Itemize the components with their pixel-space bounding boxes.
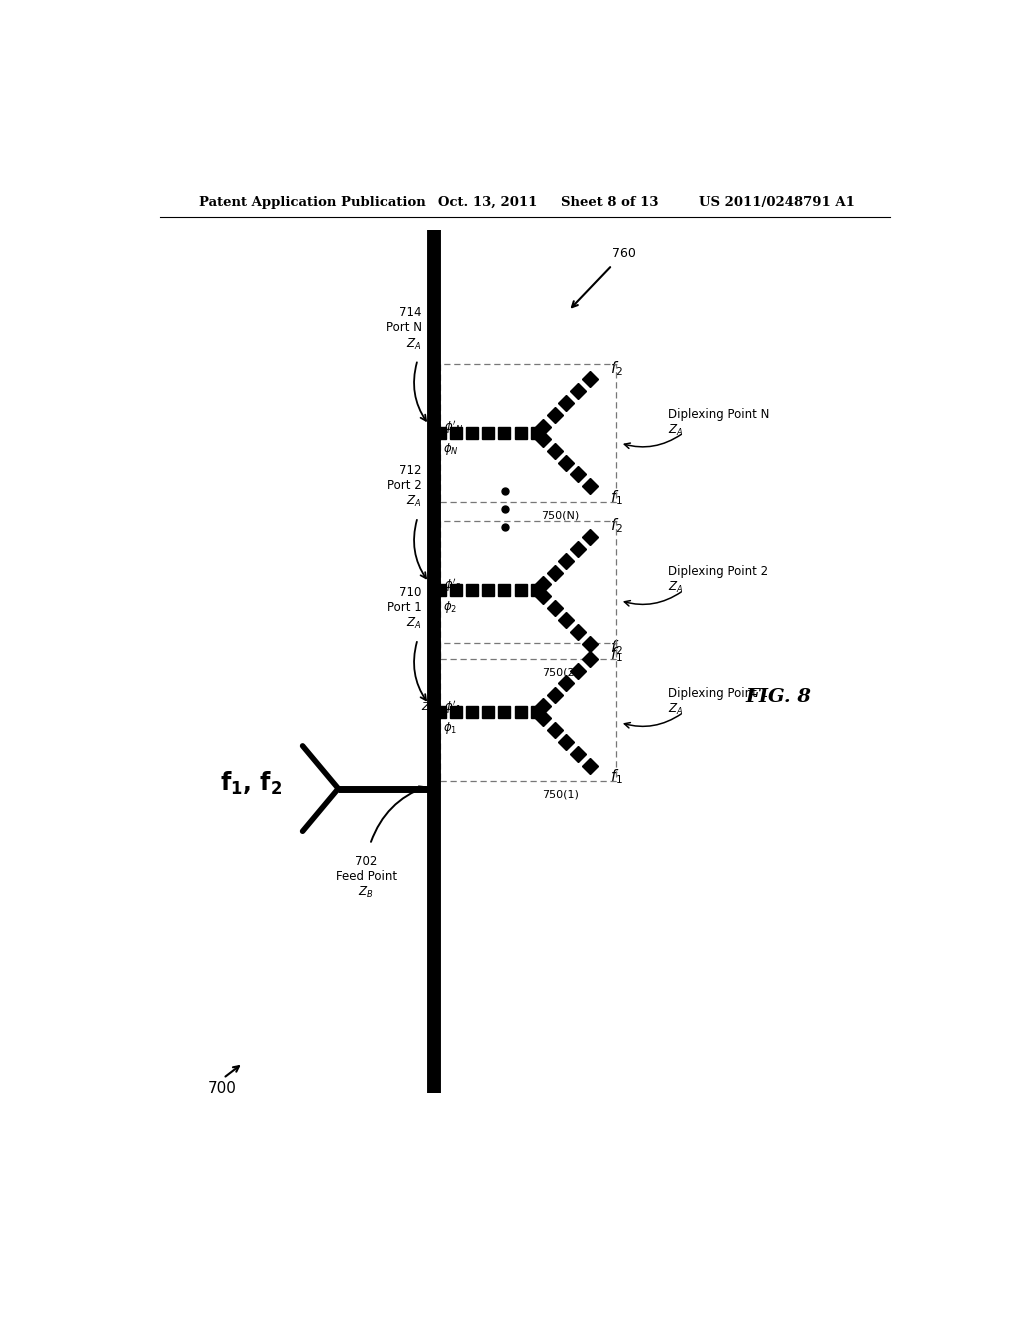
Text: $Z_C$: $Z_C$	[421, 701, 436, 714]
Text: 750(N): 750(N)	[542, 510, 580, 520]
Text: $\phi'_N$: $\phi'_N$	[443, 418, 463, 437]
Text: $\phi_2$: $\phi_2$	[443, 598, 458, 615]
Text: Diplexing Point 2
$Z_A$: Diplexing Point 2 $Z_A$	[668, 565, 768, 595]
Text: Diplexing Point 1
$Z_A$: Diplexing Point 1 $Z_A$	[668, 686, 768, 717]
Text: 760: 760	[612, 247, 636, 260]
Text: Diplexing Point N
$Z_A$: Diplexing Point N $Z_A$	[668, 408, 769, 438]
Text: Patent Application Publication: Patent Application Publication	[200, 195, 426, 209]
Text: US 2011/0248791 A1: US 2011/0248791 A1	[699, 195, 855, 209]
Text: 702
Feed Point
$Z_B$: 702 Feed Point $Z_B$	[336, 854, 396, 900]
Text: $f_1$: $f_1$	[610, 767, 624, 787]
Text: 710
Port 1
$Z_A$: 710 Port 1 $Z_A$	[387, 586, 422, 631]
Text: $\phi_1$: $\phi_1$	[443, 721, 458, 737]
Text: 750(2): 750(2)	[542, 668, 579, 677]
Bar	[440, 643, 616, 781]
Text: FIG. 8: FIG. 8	[745, 688, 812, 706]
Text: $\phi'_2$: $\phi'_2$	[443, 577, 462, 594]
Text: Sheet 8 of 13: Sheet 8 of 13	[560, 195, 658, 209]
Text: $f_1$: $f_1$	[610, 488, 624, 507]
Text: $f_1$: $f_1$	[610, 645, 624, 664]
Text: $\phi'_1$: $\phi'_1$	[443, 698, 462, 715]
Text: 714
Port N
$Z_A$: 714 Port N $Z_A$	[386, 306, 422, 351]
Bar	[440, 364, 616, 502]
Text: $\mathbf{f_1}$, $\mathbf{f_2}$: $\mathbf{f_1}$, $\mathbf{f_2}$	[220, 770, 283, 797]
Text: $f_2$: $f_2$	[610, 359, 624, 378]
Text: $f_2$: $f_2$	[610, 516, 624, 535]
Text: 712
Port 2
$Z_A$: 712 Port 2 $Z_A$	[387, 463, 422, 510]
Text: $\phi_N$: $\phi_N$	[443, 441, 459, 457]
Text: 750(1): 750(1)	[542, 789, 579, 800]
Bar	[440, 521, 616, 660]
Text: $f_2$: $f_2$	[610, 639, 624, 657]
Text: Oct. 13, 2011: Oct. 13, 2011	[437, 195, 537, 209]
Text: 700: 700	[207, 1081, 237, 1096]
